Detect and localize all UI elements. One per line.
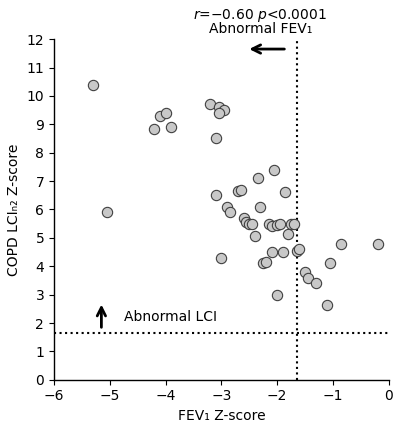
Point — [260, 260, 266, 267]
Point — [274, 291, 280, 298]
Point — [338, 240, 344, 247]
Point — [291, 220, 297, 227]
Point — [212, 135, 219, 142]
Point — [157, 112, 163, 119]
Point — [90, 81, 96, 88]
Point — [162, 110, 169, 117]
Text: $r$=−0.60 $p$<0.0001: $r$=−0.60 $p$<0.0001 — [193, 6, 327, 24]
Point — [207, 101, 213, 108]
Y-axis label: COPD LCIₙ₂ Z-score: COPD LCIₙ₂ Z-score — [7, 143, 21, 276]
Point — [168, 124, 174, 131]
Point — [277, 220, 283, 227]
Point — [243, 219, 250, 226]
Point — [274, 221, 280, 228]
Point — [280, 249, 286, 255]
Point — [324, 301, 330, 308]
Point — [246, 220, 252, 227]
Point — [254, 175, 261, 181]
Point — [224, 203, 230, 210]
Point — [151, 125, 158, 132]
Point — [296, 246, 303, 253]
Point — [327, 260, 333, 267]
Point — [221, 107, 227, 114]
Point — [271, 166, 278, 173]
Point — [268, 223, 275, 230]
Point — [235, 187, 241, 194]
Point — [285, 230, 292, 237]
Point — [263, 258, 269, 265]
Point — [215, 104, 222, 111]
Text: Abnormal LCI: Abnormal LCI — [124, 310, 217, 324]
Point — [268, 249, 275, 255]
Point — [215, 110, 222, 117]
X-axis label: FEV₁ Z-score: FEV₁ Z-score — [178, 409, 265, 423]
Point — [288, 220, 294, 227]
Point — [374, 240, 381, 247]
Text: Abnormal FEV₁: Abnormal FEV₁ — [209, 22, 312, 36]
Point — [252, 233, 258, 240]
Point — [249, 220, 255, 227]
Point — [313, 280, 319, 287]
Point — [282, 189, 289, 196]
Point — [212, 192, 219, 199]
Point — [304, 274, 311, 281]
Point — [240, 215, 247, 221]
Point — [294, 247, 300, 254]
Point — [218, 254, 224, 261]
Point — [104, 209, 110, 216]
Point — [257, 203, 264, 210]
Point — [238, 186, 244, 193]
Point — [266, 220, 272, 227]
Point — [302, 268, 308, 275]
Point — [226, 209, 233, 216]
